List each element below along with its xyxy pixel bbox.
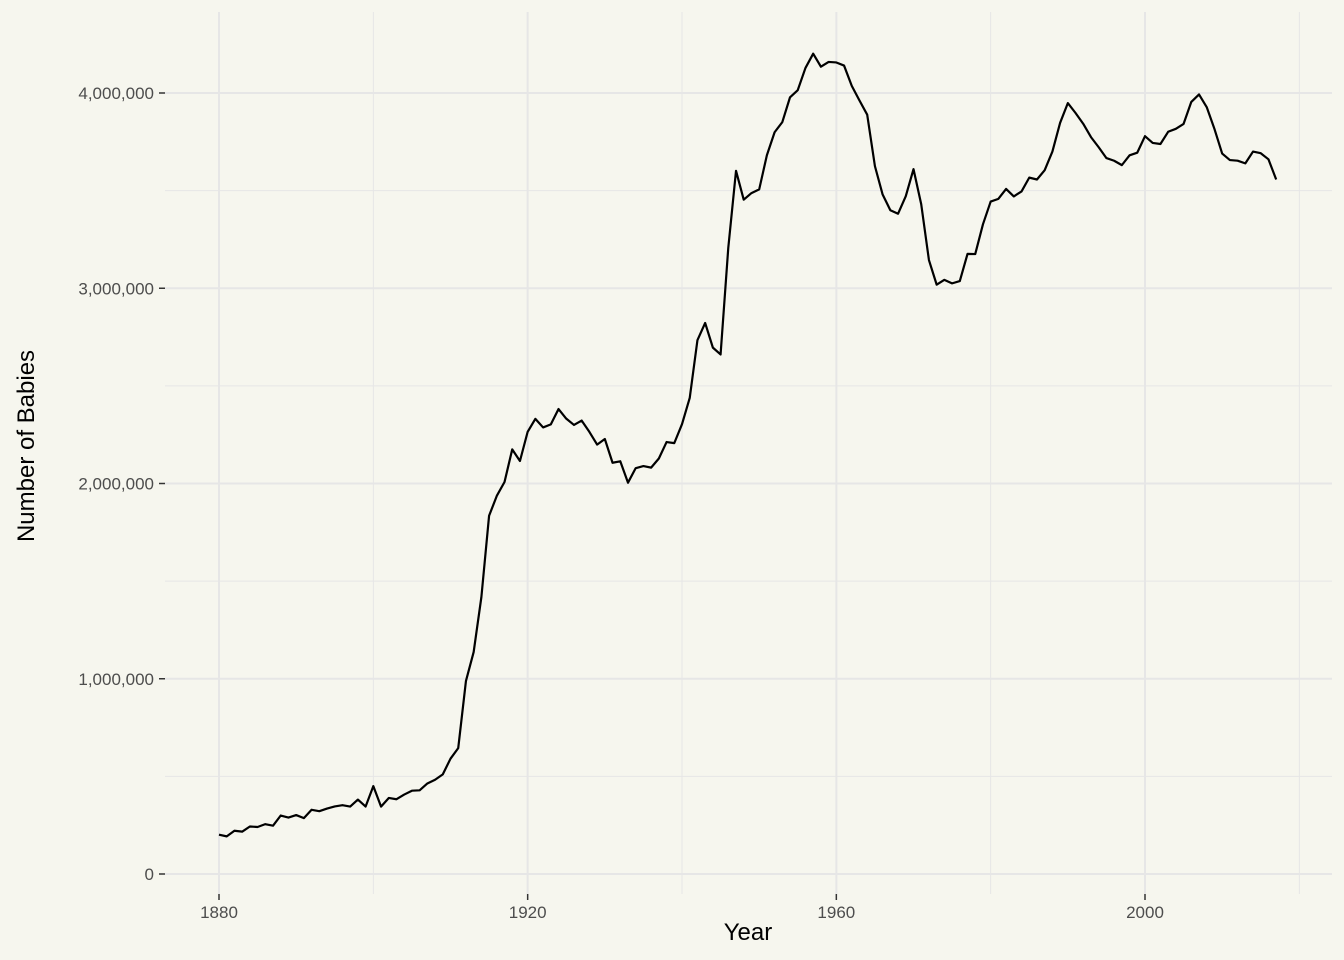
y-tick-label: 3,000,000 bbox=[78, 279, 154, 298]
grid-major bbox=[165, 12, 1332, 894]
y-axis: 0 1,000,000 2,000,000 3,000,000 4,000,000 bbox=[78, 84, 165, 884]
series-line bbox=[218, 52, 1278, 838]
x-tick-label: 2000 bbox=[1126, 903, 1164, 922]
y-tick-label: 0 bbox=[145, 865, 154, 884]
series-layer bbox=[218, 52, 1278, 838]
x-tick-label: 1920 bbox=[509, 903, 547, 922]
grid-minor bbox=[165, 12, 1332, 894]
x-tick-label: 1880 bbox=[200, 903, 238, 922]
x-axis-title: Year bbox=[724, 919, 773, 946]
x-axis: 1880 1920 1960 2000 bbox=[200, 894, 1164, 922]
y-tick-label: 2,000,000 bbox=[78, 475, 154, 494]
y-tick-label: 1,000,000 bbox=[78, 670, 154, 689]
x-tick-label: 1960 bbox=[817, 903, 855, 922]
y-tick-label: 4,000,000 bbox=[78, 84, 154, 103]
y-axis-title: Number of Babies bbox=[13, 350, 40, 542]
